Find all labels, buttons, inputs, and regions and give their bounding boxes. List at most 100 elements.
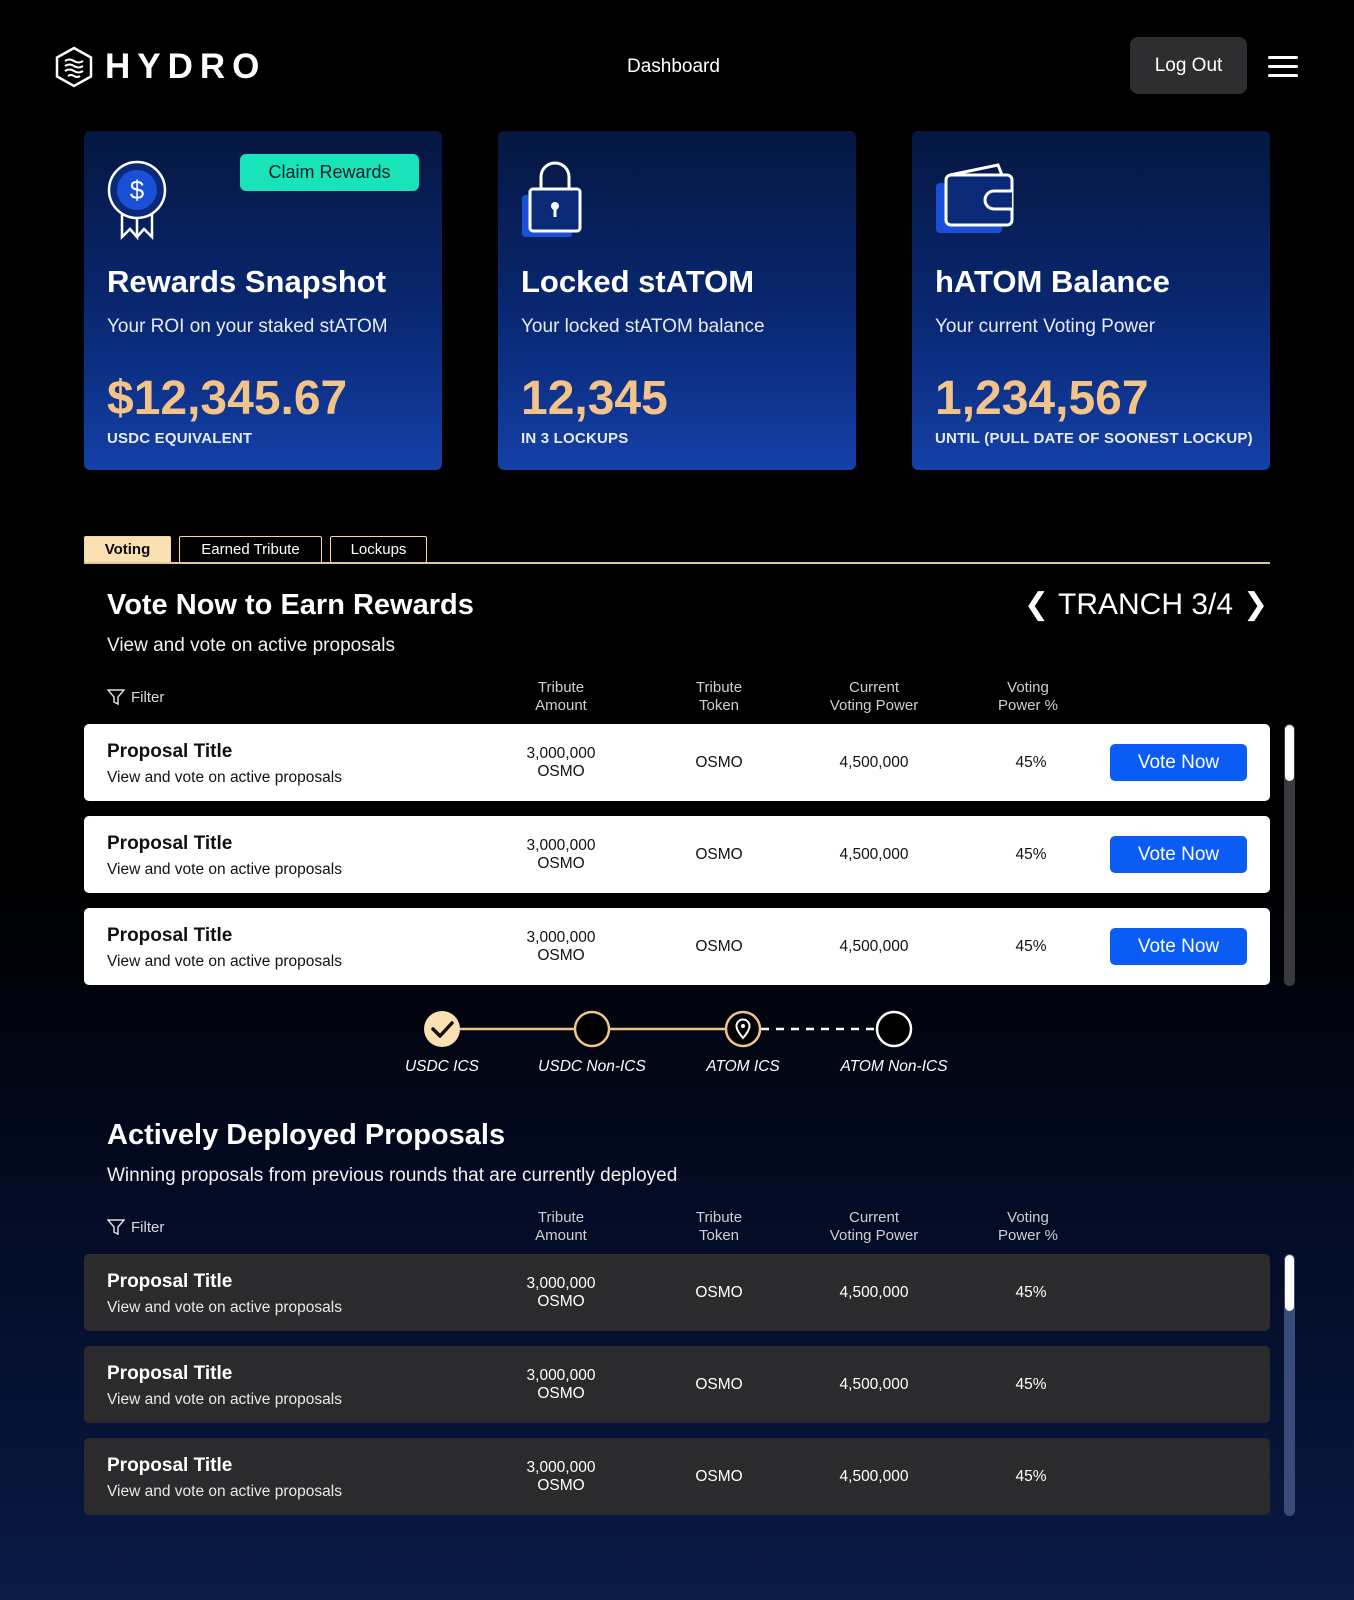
col-head-line: Current <box>848 1209 900 1226</box>
card-subtitle: Your ROI on your staked stATOM <box>107 316 388 337</box>
step-label: ATOM ICS <box>706 1058 780 1075</box>
deployed-scrollbar-thumb[interactable] <box>1285 1255 1294 1311</box>
column-header-voting-power-percent[interactable]: Voting Power % <box>958 679 1098 715</box>
column-header-current-voting-power[interactable]: Current Voting Power <box>804 679 944 715</box>
deployed-proposal-row[interactable]: Proposal Title View and vote on active p… <box>84 1254 1270 1331</box>
step-label: USDC ICS <box>404 1058 480 1075</box>
vote-now-button[interactable]: Vote Now <box>1110 836 1247 873</box>
tab-lockups[interactable]: Lockups <box>330 536 427 563</box>
proposal-description: View and vote on active proposals <box>107 1391 342 1408</box>
col-head-line: Tribute <box>537 1209 585 1226</box>
amount-unit: OSMO <box>537 1293 585 1310</box>
step-circle-icon[interactable] <box>573 1010 611 1048</box>
chevron-left-icon[interactable]: ❮ <box>1024 588 1050 621</box>
tribute-amount: 3,000,000 OSMO <box>491 1367 631 1403</box>
chevron-right-icon[interactable]: ❯ <box>1243 588 1269 621</box>
proposal-description: View and vote on active proposals <box>107 1299 342 1316</box>
amount-value: 3,000,000 <box>526 1459 596 1476</box>
voting-power-percent: 45% <box>1015 1284 1047 1301</box>
reward-medal-icon: $ <box>107 160 167 241</box>
hamburger-menu-icon[interactable] <box>1268 56 1298 78</box>
amount-unit: OSMO <box>537 1477 585 1494</box>
step-upcoming-circle-icon[interactable] <box>875 1010 913 1048</box>
filter-label: Filter <box>131 1218 165 1236</box>
tribute-token: OSMO <box>695 846 743 863</box>
logo[interactable]: HYDRO <box>55 46 266 88</box>
voting-scrollbar-thumb[interactable] <box>1285 725 1294 781</box>
proposal-title: Proposal Title <box>107 833 233 854</box>
deployed-section-subtitle: Winning proposals from previous rounds t… <box>107 1165 678 1186</box>
amount-value: 3,000,000 <box>526 837 596 854</box>
card-title: Rewards Snapshot <box>107 264 387 299</box>
nav-dashboard-link[interactable]: Dashboard <box>627 56 720 77</box>
card-note: IN 3 LOCKUPS <box>521 430 629 447</box>
tranch-stepper <box>424 1010 913 1048</box>
logout-button[interactable]: Log Out <box>1130 37 1247 94</box>
col-head-line: Tribute <box>695 1209 743 1226</box>
amount-unit: OSMO <box>537 947 585 964</box>
col-head-line: Amount <box>535 1227 587 1244</box>
column-header-voting-power-percent[interactable]: Voting Power % <box>958 1209 1098 1245</box>
deployed-proposal-row[interactable]: Proposal Title View and vote on active p… <box>84 1438 1270 1515</box>
proposal-row[interactable]: Proposal Title View and vote on active p… <box>84 908 1270 985</box>
col-head-line: Voting Power <box>829 697 919 714</box>
column-header-tribute-amount[interactable]: Tribute Amount <box>491 679 631 715</box>
amount-unit: OSMO <box>537 855 585 872</box>
current-voting-power: 4,500,000 <box>839 1284 909 1301</box>
col-head-line: Voting Power <box>829 1227 919 1244</box>
column-header-tribute-amount[interactable]: Tribute Amount <box>491 1209 631 1245</box>
lock-icon <box>522 161 582 237</box>
voting-scrollbar[interactable] <box>1284 724 1295 986</box>
card-value: 1,234,567 <box>935 372 1149 425</box>
current-voting-power: 4,500,000 <box>839 1376 909 1393</box>
tribute-token: OSMO <box>695 754 743 771</box>
step-label: USDC Non-ICS <box>538 1058 646 1075</box>
filter-icon <box>107 689 125 706</box>
proposal-description: View and vote on active proposals <box>107 1483 342 1500</box>
amount-unit: OSMO <box>537 763 585 780</box>
tribute-token: OSMO <box>695 1284 743 1301</box>
deployed-scrollbar[interactable] <box>1284 1254 1295 1516</box>
column-header-current-voting-power[interactable]: Current Voting Power <box>804 1209 944 1245</box>
card-note: UNTIL (PULL DATE OF SOONEST LOCKUP) <box>935 430 1253 447</box>
proposal-title: Proposal Title <box>107 741 233 762</box>
vote-now-button[interactable]: Vote Now <box>1110 928 1247 965</box>
amount-value: 3,000,000 <box>526 745 596 762</box>
proposal-row[interactable]: Proposal Title View and vote on active p… <box>84 724 1270 801</box>
card-subtitle: Your current Voting Power <box>935 316 1156 337</box>
column-header-tribute-token[interactable]: Tribute Token <box>649 1209 789 1245</box>
tab-voting[interactable]: Voting <box>84 536 171 563</box>
tribute-amount: 3,000,000 OSMO <box>491 837 631 873</box>
col-head-line: Power % <box>997 697 1059 714</box>
claim-rewards-button[interactable]: Claim Rewards <box>240 154 419 191</box>
step-label: ATOM Non-ICS <box>840 1058 948 1075</box>
col-head-line: Amount <box>535 697 587 714</box>
voting-power-percent: 45% <box>1015 1376 1047 1393</box>
card-value: $12,345.67 <box>107 372 348 425</box>
column-header-tribute-token[interactable]: Tribute Token <box>649 679 789 715</box>
tribute-token: OSMO <box>695 1468 743 1485</box>
current-voting-power: 4,500,000 <box>839 846 909 863</box>
tranch-label: TRANCH 3/4 <box>1058 588 1234 621</box>
step-current-location-pin-icon[interactable] <box>724 1010 762 1048</box>
voting-filter[interactable]: Filter <box>107 688 164 706</box>
proposal-title: Proposal Title <box>107 1455 233 1476</box>
deployed-proposal-row[interactable]: Proposal Title View and vote on active p… <box>84 1346 1270 1423</box>
col-head-line: Power % <box>997 1227 1059 1244</box>
col-head-line: Token <box>698 1227 740 1244</box>
wallet-icon <box>936 163 1014 233</box>
deployed-filter[interactable]: Filter <box>107 1218 164 1236</box>
col-head-line: Tribute <box>537 679 585 696</box>
vote-now-button[interactable]: Vote Now <box>1110 744 1247 781</box>
tab-earned-tribute[interactable]: Earned Tribute <box>179 536 322 563</box>
top-header: HYDRO Dashboard Log Out <box>0 0 1354 130</box>
card-subtitle: Your locked stATOM balance <box>521 316 765 337</box>
locked-statom-card: Locked stATOM Your locked stATOM balance… <box>498 131 856 470</box>
voting-power-percent: 45% <box>1015 846 1047 863</box>
deployed-section-title: Actively Deployed Proposals <box>107 1119 506 1151</box>
col-head-line: Token <box>698 697 740 714</box>
tribute-amount: 3,000,000 OSMO <box>491 929 631 965</box>
step-complete-check-icon[interactable] <box>424 1011 460 1047</box>
proposal-description: View and vote on active proposals <box>107 769 342 786</box>
proposal-row[interactable]: Proposal Title View and vote on active p… <box>84 816 1270 893</box>
